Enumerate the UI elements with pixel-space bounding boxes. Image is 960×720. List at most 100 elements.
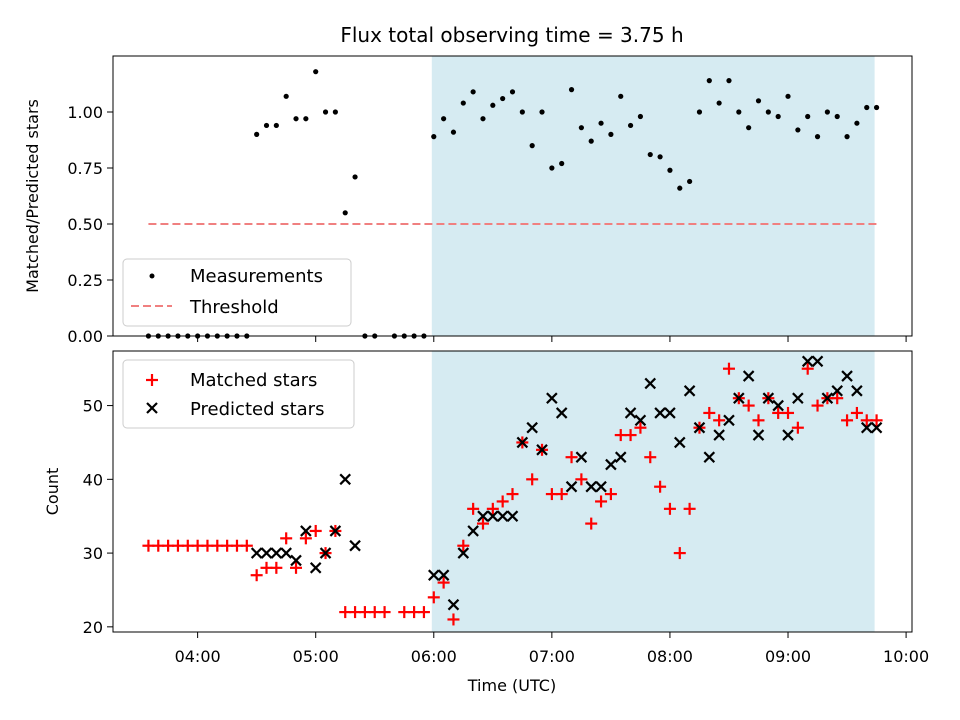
matched-point-24 [378,606,391,619]
ratio-axes-frame [112,55,913,337]
matched-point-56 [703,406,716,419]
measurement-point-46 [608,131,614,137]
measurement-point-67 [814,134,821,140]
measurement-point-57 [716,100,722,106]
ratio-legend-box [122,258,352,327]
predicted-point-22 [536,444,548,456]
predicted-point-3 [280,547,292,559]
predicted-point-55 [860,421,873,434]
predicted-point-26 [575,451,588,463]
observing-window-shade-bottom [431,351,875,632]
measurement-point-45 [598,120,604,126]
predicted-point-39 [703,451,716,463]
count-y-tick-label-0: 20 [83,618,103,637]
measurement-point-58 [726,78,732,84]
predicted-point-5 [300,525,312,537]
predicted-point-36 [674,436,686,449]
legend-matched-marker [146,374,158,386]
matched-point-41 [555,488,568,501]
measurement-point-14 [283,93,289,99]
time-x-tick-label-3: 07:00 [529,647,575,666]
measurement-point-55 [696,109,703,115]
measurement-point-35 [500,95,506,102]
count-panel: 20 30 40 50 04:00 05:00 06:00 07:00 08:00 09:00 1… [43,350,929,695]
count-y-ticks: 20 30 40 50 [83,397,113,637]
matched-point-53 [673,547,686,560]
ratio-y-tick-label-3: 0.75 [67,159,103,178]
matched-point-27 [417,606,430,619]
matched-point-17 [309,524,322,537]
matched-point-46 [604,488,617,501]
ratio-x-ticks [197,336,907,342]
time-x-tick-label-2: 06:00 [411,647,457,666]
matched-point-49 [634,421,647,434]
measurement-point-68 [824,109,830,115]
matched-point-67 [811,399,824,412]
matched-point-15 [290,561,303,574]
predicted-point-11 [428,569,440,581]
matched-point-35 [496,495,509,508]
legend-measurement-marker [149,273,155,279]
measurement-point-51 [657,154,663,160]
predicted-point-14 [457,547,470,559]
predicted-point-51 [821,392,834,404]
measurement-point-47 [618,93,624,99]
matched-point-29 [437,576,450,589]
measurement-point-20 [342,210,348,216]
matched-point-38 [526,473,539,486]
measurement-point-40 [549,165,555,171]
predicted-point-25 [565,480,578,493]
measurement-point-70 [844,134,850,140]
predicted-point-50 [811,355,824,368]
predicted-point-27 [585,480,597,493]
measurement-point-13 [273,122,279,129]
predicted-point-29 [605,458,617,471]
measurement-point-50 [647,151,653,158]
predicted-point-54 [851,385,863,397]
ratio-y-axis-label: Matched/Predicted stars [23,99,42,293]
predicted-point-23 [546,392,558,404]
matched-point-43 [575,473,588,486]
measurement-point-61 [755,98,762,104]
predicted-point-44 [752,429,765,441]
predicted-point-52 [831,385,843,397]
predicted-point-6 [309,562,322,574]
predicted-point-13 [447,598,460,611]
predicted-point-19 [506,510,519,522]
matched-point-11 [250,569,263,582]
ratio-legend: Measurements Threshold [122,258,352,327]
predicted-point-7 [319,547,332,559]
measurement-point-36 [509,89,516,95]
measurement-point-30 [450,129,457,135]
measurement-point-15 [293,116,299,122]
matched-point-58 [722,362,735,375]
ratio-y-ticks: 0.00 0.25 0.50 0.75 1.00 [67,103,113,346]
count-y-tick-label-2: 40 [83,470,103,489]
measurement-point-65 [795,127,801,133]
matched-point-45 [595,495,608,508]
matched-point-42 [565,451,578,464]
measurement-point-64 [785,93,791,99]
chart-title: Flux total observing time = 3.75 h [340,23,683,47]
matched-point-16 [299,532,312,545]
measurement-point-31 [460,100,466,106]
predicted-point-43 [742,370,755,382]
predicted-point-34 [654,407,666,419]
count-axes-frame [112,350,913,633]
count-legend-box [122,359,355,429]
predicted-point-2 [270,547,283,559]
predicted-point-30 [614,451,627,463]
legend-predicted-marker [146,402,158,414]
predicted-point-41 [723,414,735,427]
ratio-y-tick-label-2: 0.50 [67,215,103,234]
predicted-point-45 [762,392,775,404]
legend-matched-label: Matched stars [190,370,317,391]
measurement-point-56 [706,78,712,84]
time-x-tick-label-0: 04:00 [175,647,221,666]
measurement-point-60 [746,125,752,131]
predicted-point-18 [496,510,509,522]
measurement-point-34 [490,102,496,108]
measurement-point-38 [529,143,535,149]
measurement-point-39 [539,109,545,115]
matched-point-73 [870,414,883,427]
